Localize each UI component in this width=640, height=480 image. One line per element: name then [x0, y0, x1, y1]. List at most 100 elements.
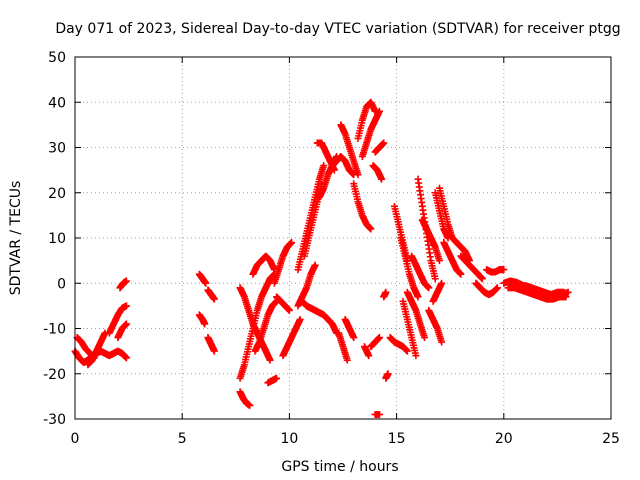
series-arc-j	[195, 311, 209, 328]
series-arc-ak	[367, 334, 383, 351]
series-arc-bb	[448, 234, 473, 265]
series-arc-g	[114, 320, 130, 342]
x-tick-label: 0	[71, 431, 80, 447]
series-arc-t	[279, 315, 304, 360]
series-arc-bh	[521, 282, 568, 299]
data-point	[438, 338, 446, 346]
data-point	[273, 374, 281, 382]
data-point	[403, 347, 411, 355]
y-tick-label: -10	[43, 322, 66, 338]
series-arc-ah	[335, 329, 351, 364]
data-point	[288, 239, 296, 247]
series-arc-k	[204, 334, 218, 355]
data-point	[431, 275, 439, 283]
data-point	[350, 334, 358, 342]
series-arc-bc	[457, 252, 486, 283]
series-arc-an	[380, 288, 390, 301]
series-arc-ai	[341, 315, 358, 342]
data-point	[201, 320, 209, 328]
chart-title: Day 071 of 2023, Sidereal Day-to-day VTE…	[55, 21, 620, 37]
x-tick-label: 15	[388, 431, 406, 447]
data-point	[375, 410, 383, 418]
x-axis-label: GPS time / hours	[281, 459, 398, 475]
y-tick-label: 0	[57, 276, 66, 292]
data-point	[493, 284, 501, 292]
series-arc-at	[408, 252, 433, 292]
series-arc-ao	[386, 334, 411, 355]
series-arc-aw	[425, 306, 446, 346]
y-tick-label: 30	[48, 141, 66, 157]
series-arc-f	[116, 277, 130, 292]
series-arc-ax	[429, 279, 446, 305]
data-point	[266, 356, 274, 364]
series-arc-aa	[328, 153, 358, 179]
data-point	[500, 266, 508, 274]
data-point	[425, 284, 433, 292]
plot-frame	[74, 56, 612, 420]
y-tick-label: 40	[48, 95, 66, 111]
data-point	[122, 302, 130, 310]
series-arc-p	[251, 297, 281, 355]
series-arc-d	[97, 347, 130, 362]
x-tick-label: 25	[602, 431, 620, 447]
series-arc-az	[435, 184, 456, 242]
series-arc-ba	[440, 239, 465, 278]
series-arc-af	[369, 162, 386, 183]
y-tick-label: 10	[48, 231, 66, 247]
y-tick-label: 50	[48, 50, 66, 66]
data-point	[122, 320, 130, 328]
series-arc-x	[298, 297, 341, 337]
series-arc-c	[84, 329, 109, 369]
data-point	[435, 257, 443, 265]
data-point	[343, 356, 351, 364]
data-point	[378, 175, 386, 183]
series-arc-al	[371, 410, 383, 418]
data-point	[384, 370, 392, 378]
series-arc-aq	[397, 234, 422, 301]
data-point	[354, 171, 362, 179]
series-arc-ae	[358, 107, 383, 161]
data-point	[478, 275, 486, 283]
series-arc-l	[236, 284, 274, 364]
series-arc-o	[249, 252, 278, 278]
data-point	[414, 293, 422, 301]
series-arc-h	[195, 270, 210, 287]
series-arc-q	[264, 374, 281, 387]
data-point	[560, 288, 568, 296]
data-point	[365, 352, 373, 360]
data-point	[210, 295, 218, 303]
data-point	[320, 162, 328, 170]
data-point	[412, 352, 420, 360]
data-point	[210, 347, 218, 355]
series-arc-s	[270, 239, 296, 287]
data-points	[71, 98, 572, 418]
x-tick-label: 10	[280, 431, 298, 447]
series-arc-ar	[399, 297, 420, 360]
series-arc-e	[105, 302, 130, 337]
data-point	[311, 261, 319, 269]
series-arc-ag	[371, 139, 388, 156]
series-arc-av	[418, 216, 443, 265]
series-arc-ac	[350, 180, 375, 233]
series-arc-r	[273, 293, 293, 314]
series-arc-i	[204, 286, 218, 303]
x-tick-label: 5	[178, 431, 187, 447]
axis-ticks: 0 5 10 15 20 25 -30 -20 -10 0 10 20 30 40 50	[43, 50, 620, 447]
data-point	[438, 279, 446, 287]
grid-lines	[75, 57, 611, 419]
data-point	[562, 293, 570, 301]
y-tick-label: -30	[43, 412, 66, 428]
data-point	[375, 107, 383, 115]
data-point	[382, 288, 390, 296]
series-arc-bd	[472, 279, 501, 299]
data-point	[375, 334, 383, 342]
y-tick-label: -20	[43, 367, 66, 383]
data-point	[122, 277, 130, 285]
y-tick-label: 20	[48, 186, 66, 202]
data-point	[380, 139, 388, 147]
series-arc-ap	[390, 202, 411, 265]
series-arc-as	[403, 288, 428, 342]
data-point	[457, 270, 465, 278]
series-arc-ab	[337, 121, 362, 179]
